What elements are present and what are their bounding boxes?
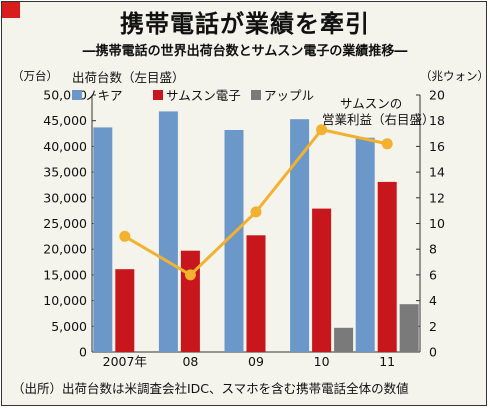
source-note: （出所）出荷台数は米調査会社IDC、スマホを含む携帯電話全体の数値 (12, 381, 409, 396)
left-axis-unit: （万台） (12, 69, 58, 83)
right-tick-label: 20 (429, 88, 445, 103)
legend-label: サムスン電子 (166, 88, 241, 103)
left-tick-label: 15,000 (43, 267, 87, 282)
profit-point (119, 230, 131, 242)
x-tick-label: 2007年 (103, 354, 147, 369)
left-tick-label: 45,000 (43, 113, 87, 128)
x-tick-label: 08 (182, 354, 198, 369)
bar (290, 119, 310, 352)
page-subtitle: ―携帯電話の世界出荷台数とサムスン電子の業績推移― (82, 44, 408, 59)
legend-label: アップル (264, 88, 314, 103)
x-tick-label: 11 (379, 354, 395, 369)
right-tick-label: 14 (429, 165, 445, 180)
bar (399, 304, 419, 352)
profit-label: 営業利益（右目盛） (322, 112, 435, 127)
left-tick-label: 20,000 (43, 242, 87, 257)
left-tick-label: 40,000 (43, 139, 87, 154)
left-axis-title: 出荷台数（左目盛） (72, 70, 185, 85)
right-tick-label: 12 (429, 190, 445, 205)
right-tick-label: 0 (429, 345, 437, 360)
left-tick-label: 30,000 (43, 190, 87, 205)
bar (334, 327, 354, 352)
profit-point (316, 124, 328, 136)
bar (355, 137, 375, 352)
legend-swatch (153, 90, 163, 100)
legend-swatch (72, 90, 82, 100)
right-tick-label: 8 (429, 242, 437, 257)
right-tick-label: 4 (429, 293, 437, 308)
bar (93, 127, 113, 353)
x-tick-label: 09 (248, 354, 264, 369)
profit-point (250, 206, 262, 218)
profit-point (184, 269, 196, 281)
legend-label: ノキア (85, 88, 123, 103)
legend-swatch (251, 90, 261, 100)
profit-label: サムスンの (340, 96, 402, 111)
right-tick-label: 18 (429, 113, 445, 128)
left-tick-label: 0 (79, 345, 87, 360)
right-tick-label: 2 (429, 319, 437, 334)
right-tick-label: 10 (429, 216, 445, 231)
red-corner-accent (2, 2, 20, 18)
left-tick-label: 5,000 (51, 319, 87, 334)
bar (312, 208, 332, 352)
left-tick-label: 35,000 (43, 165, 87, 180)
bar (377, 181, 397, 352)
left-tick-label: 10,000 (43, 293, 87, 308)
profit-point (381, 138, 393, 150)
left-tick-label: 25,000 (43, 216, 87, 231)
x-tick-label: 10 (314, 354, 330, 369)
bar (246, 235, 266, 352)
bar (115, 269, 135, 352)
bar (224, 130, 244, 352)
right-tick-label: 6 (429, 267, 437, 282)
right-axis-unit: （兆ウォン） (420, 69, 489, 83)
bar (158, 111, 178, 353)
page-title: 携帯電話が業績を牽引 (120, 9, 370, 38)
right-tick-label: 16 (429, 139, 445, 154)
bar (180, 250, 200, 352)
